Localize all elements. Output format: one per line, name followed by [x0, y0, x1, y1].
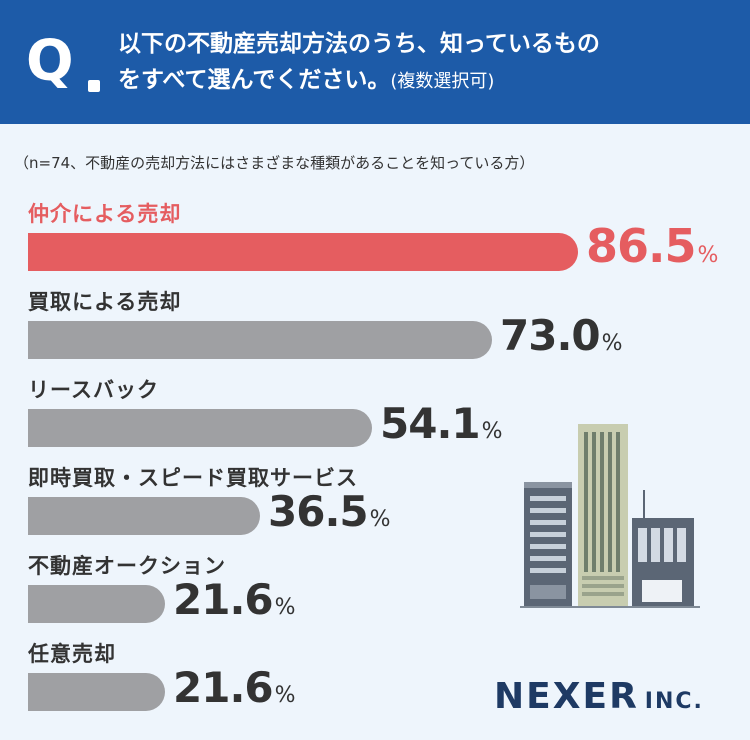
category-label: 任意売却 [28, 642, 116, 666]
value-unit: % [697, 243, 719, 268]
value-number: 36.5 [268, 487, 369, 536]
category-label: リースバック [28, 378, 159, 402]
bar [28, 673, 165, 711]
bar [28, 585, 165, 623]
value-number: 54.1 [380, 399, 481, 448]
category-label: 仲介による売却 [28, 202, 182, 226]
value-unit: % [481, 419, 503, 444]
q-mark: Q [26, 22, 106, 102]
value-number: 86.5 [586, 219, 696, 273]
question-header: Q 以下の不動産売却方法のうち、知っているもの をすべて選んでください。(複数選… [0, 0, 750, 124]
bar [28, 497, 260, 535]
logo-suffix: INC. [644, 689, 704, 714]
question-line-2-main: をすべて選んでください。 [118, 67, 391, 93]
value-label: 73.0% [500, 311, 623, 360]
value-unit: % [601, 331, 623, 356]
question-text: 以下の不動産売却方法のうち、知っているもの をすべて選んでください。(複数選択可… [118, 26, 728, 100]
logo-name: NEXER [494, 676, 639, 717]
question-line-2: をすべて選んでください。(複数選択可) [118, 62, 728, 100]
bar [28, 321, 492, 359]
value-label: 86.5% [586, 219, 718, 273]
q-dot [88, 80, 100, 92]
value-unit: % [369, 507, 391, 532]
value-label: 21.6% [173, 663, 296, 712]
value-label: 54.1% [380, 399, 503, 448]
category-label: 即時買取・スピード買取サービス [28, 466, 358, 490]
category-label: 不動産オークション [28, 554, 226, 578]
bar [28, 233, 578, 271]
question-note: (複数選択可) [390, 71, 495, 92]
value-number: 21.6 [173, 663, 274, 712]
value-unit: % [274, 595, 296, 620]
nexer-logo: NEXER INC. [494, 676, 704, 717]
sample-note: （n=74、不動産の売却方法にはさまざまな種類があることを知っている方） [14, 154, 535, 172]
value-unit: % [274, 683, 296, 708]
value-label: 36.5% [268, 487, 391, 536]
q-letter: Q [26, 29, 74, 94]
bar [28, 409, 372, 447]
office-buildings-icon [520, 424, 700, 608]
value-number: 21.6 [173, 575, 274, 624]
value-label: 21.6% [173, 575, 296, 624]
value-number: 73.0 [500, 311, 601, 360]
question-line-1: 以下の不動産売却方法のうち、知っているもの [118, 31, 600, 57]
category-label: 買取による売却 [28, 290, 182, 314]
